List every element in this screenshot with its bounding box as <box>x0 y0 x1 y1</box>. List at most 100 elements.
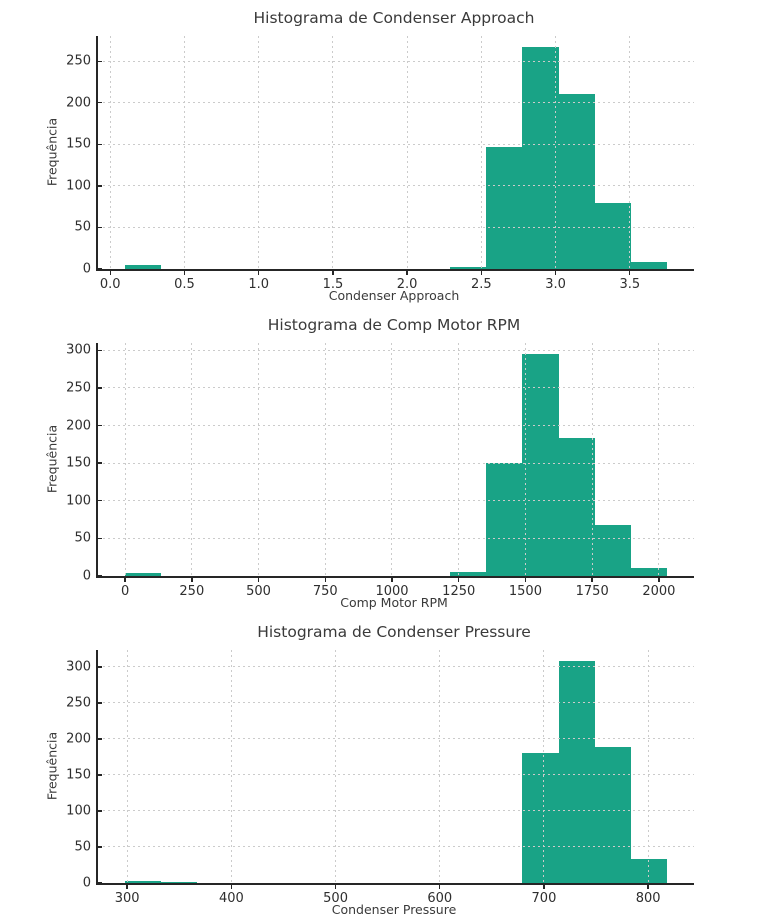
histogram-condenser-pressure: Histograma de Condenser Pressure Frequên… <box>0 614 768 921</box>
grid-line-horizontal <box>98 462 694 464</box>
grid-line-vertical <box>324 343 326 576</box>
y-tick <box>98 226 102 229</box>
grid-line-horizontal <box>98 666 694 668</box>
grid-line-vertical <box>647 650 649 883</box>
x-tick <box>334 885 337 889</box>
y-tick <box>98 349 102 352</box>
grid-line-horizontal <box>98 102 694 104</box>
histogram-bar <box>125 573 162 576</box>
x-tick-label: 3.0 <box>545 277 566 292</box>
x-tick-label: 1000 <box>375 584 409 599</box>
y-tick <box>98 462 102 464</box>
histogram-bar <box>161 881 198 883</box>
grid-line-vertical <box>191 343 193 576</box>
x-tick-label: 1.0 <box>248 277 270 292</box>
chart-title: Histograma de Comp Motor RPM <box>267 316 521 334</box>
y-tick-label: 150 <box>66 136 91 152</box>
y-tick-label: 100 <box>66 178 91 194</box>
x-tick <box>257 578 260 582</box>
chart-title: Histograma de Condenser Approach <box>253 9 535 27</box>
plot-area: 0 250 500 750 1000 1250 1500 1750 2000 0 50 100 150 2… <box>66 343 694 599</box>
x-tick <box>591 578 593 582</box>
x-axis-label: Condenser Approach <box>328 288 460 303</box>
grid-line-vertical <box>230 650 232 883</box>
chart-title: Histograma de Condenser Pressure <box>257 623 531 641</box>
histogram-bar <box>630 262 667 269</box>
grid-line-vertical <box>126 650 128 883</box>
grid-line-horizontal <box>98 738 694 740</box>
y-tick <box>98 143 102 146</box>
histogram-bar <box>558 438 595 576</box>
grid-line-horizontal <box>98 702 694 704</box>
grid-line-horizontal <box>98 500 694 502</box>
x-tick-label: 1.5 <box>322 277 344 292</box>
x-tick <box>629 271 631 275</box>
x-tick-label: 500 <box>323 891 348 906</box>
x-tick <box>109 271 111 275</box>
x-tick-label: 2.0 <box>396 277 418 292</box>
x-tick <box>332 271 334 275</box>
x-tick-label: 700 <box>531 891 557 906</box>
y-tick-label: 250 <box>66 695 91 711</box>
plot-area: 300 400 500 600 700 800 0 50 100 150 200 250 300 <box>66 650 694 906</box>
histogram-bar <box>486 463 523 576</box>
plot-area: 0.0 0.5 1.0 1.5 2.0 2.5 3.0 3.5 0 50 100 150 200 250 <box>66 36 694 292</box>
y-tick <box>98 537 102 540</box>
grid-line-vertical <box>332 36 334 269</box>
y-tick-label: 100 <box>66 493 91 509</box>
x-tick-label: 3.5 <box>619 277 641 292</box>
y-axis-label: Frequência <box>44 424 60 494</box>
y-tick <box>98 500 102 502</box>
grid-line-horizontal <box>98 60 694 62</box>
y-axis-label: Frequência <box>44 731 60 801</box>
x-tick <box>324 578 326 582</box>
x-tick-label: 2.5 <box>471 277 492 292</box>
x-axis-label: Comp Motor RPM <box>340 595 448 610</box>
x-tick-label: 750 <box>312 584 338 599</box>
histogram-bar <box>522 47 559 269</box>
x-tick-label: 1500 <box>508 584 542 599</box>
x-tick-label: 300 <box>114 891 140 906</box>
y-tick <box>98 60 102 62</box>
histogram-comp-motor-rpm: Histograma de Comp Motor RPM Frequência … <box>0 307 768 614</box>
grid-line-vertical <box>124 343 126 576</box>
x-tick <box>257 271 260 275</box>
y-tick <box>98 268 102 270</box>
grid-line-horizontal <box>98 846 694 848</box>
histogram-bar <box>594 524 631 576</box>
x-tick <box>406 271 408 275</box>
grid-line-vertical <box>183 36 185 269</box>
y-tick-label: 0 <box>82 261 91 277</box>
x-tick <box>126 885 128 889</box>
y-tick <box>98 738 102 740</box>
x-tick <box>647 885 649 889</box>
grid-line-horizontal <box>98 425 694 427</box>
y-tick <box>98 882 102 884</box>
y-tick-label: 100 <box>66 803 91 819</box>
histogram-bar <box>558 661 595 883</box>
y-tick-label: 50 <box>74 530 91 546</box>
histogram-bar <box>125 880 162 883</box>
grid-line-horizontal <box>98 185 694 187</box>
y-tick <box>98 575 102 577</box>
x-tick <box>658 578 660 582</box>
y-tick-label: 300 <box>66 659 91 675</box>
x-tick-label: 1250 <box>442 584 476 599</box>
y-tick <box>98 846 102 848</box>
x-tick <box>543 885 545 889</box>
histogram-bar <box>630 567 667 576</box>
y-tick-label: 200 <box>66 95 91 111</box>
x-tick <box>524 578 527 582</box>
y-axis-label: Frequência <box>44 117 60 187</box>
grid-line-vertical <box>658 343 660 576</box>
grid-line-vertical <box>406 36 408 269</box>
x-tick <box>458 578 460 582</box>
x-tick <box>554 271 557 275</box>
histogram-bar <box>558 93 595 269</box>
y-tick-label: 50 <box>74 219 91 235</box>
histogram-bar <box>450 571 487 576</box>
x-tick <box>480 271 483 275</box>
x-tick <box>124 578 126 582</box>
y-tick <box>98 387 102 389</box>
